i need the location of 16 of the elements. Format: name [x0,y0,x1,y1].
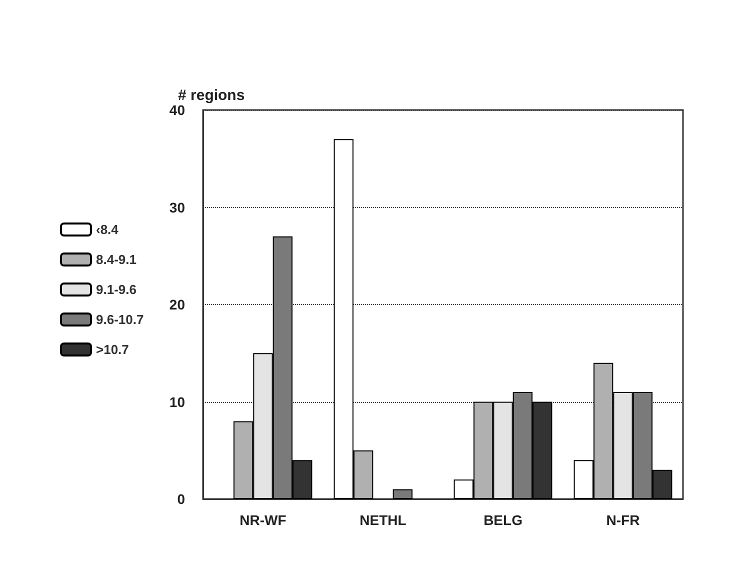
y-tick-label: 30 [169,199,186,216]
legend-label: ‹8.4 [96,222,120,237]
y-tick-label: 10 [169,394,186,410]
x-tick-label: NR-WF [240,512,287,528]
x-tick-label: NETHL [360,512,407,528]
x-tick-label: BELG [484,512,523,528]
y-tick-label: 0 [177,491,186,507]
y-tick-label: 20 [169,296,186,312]
y-tick-label: 40 [169,102,186,118]
bar [392,489,413,499]
legend-label: >10.7 [96,342,129,357]
x-tick-label: N-FR [606,512,640,528]
legend-label: 9.6-10.7 [96,312,144,327]
legend-label: 9.1-9.6 [96,282,136,297]
legend-label: 8.4-9.1 [96,252,136,267]
y-axis-title: # regions [178,87,245,104]
